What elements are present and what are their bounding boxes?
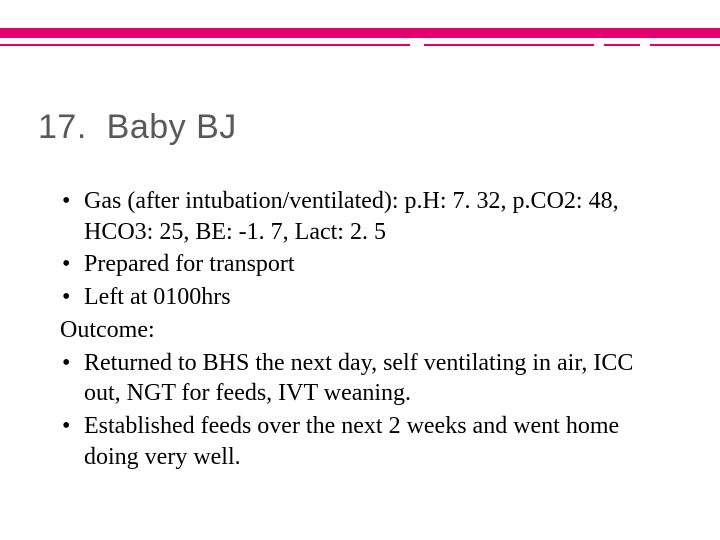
slide-title-text: Baby BJ bbox=[107, 108, 237, 146]
list-item: Left at 0100hrs bbox=[60, 282, 676, 313]
list-item: Established feeds over the next 2 weeks … bbox=[60, 411, 676, 472]
accent-thin-segment bbox=[604, 44, 640, 46]
bullet-list-a: Gas (after intubation/ventilated): p.H: … bbox=[60, 186, 676, 313]
bullet-list-b: Returned to BHS the next day, self venti… bbox=[60, 348, 676, 473]
slide-number: 17. bbox=[38, 108, 87, 146]
list-item: Prepared for transport bbox=[60, 249, 676, 280]
list-item: Returned to BHS the next day, self venti… bbox=[60, 348, 676, 409]
accent-thin-segment bbox=[650, 44, 720, 46]
accent-thin-segment bbox=[424, 44, 594, 46]
list-item: Gas (after intubation/ventilated): p.H: … bbox=[60, 186, 676, 247]
outcome-label: Outcome: bbox=[60, 315, 676, 346]
slide-body: Gas (after intubation/ventilated): p.H: … bbox=[60, 186, 676, 474]
accent-bar bbox=[0, 0, 720, 48]
accent-thick bbox=[0, 28, 720, 38]
accent-thin-segment bbox=[0, 44, 410, 46]
slide-title: 17. Baby BJ bbox=[38, 108, 237, 147]
